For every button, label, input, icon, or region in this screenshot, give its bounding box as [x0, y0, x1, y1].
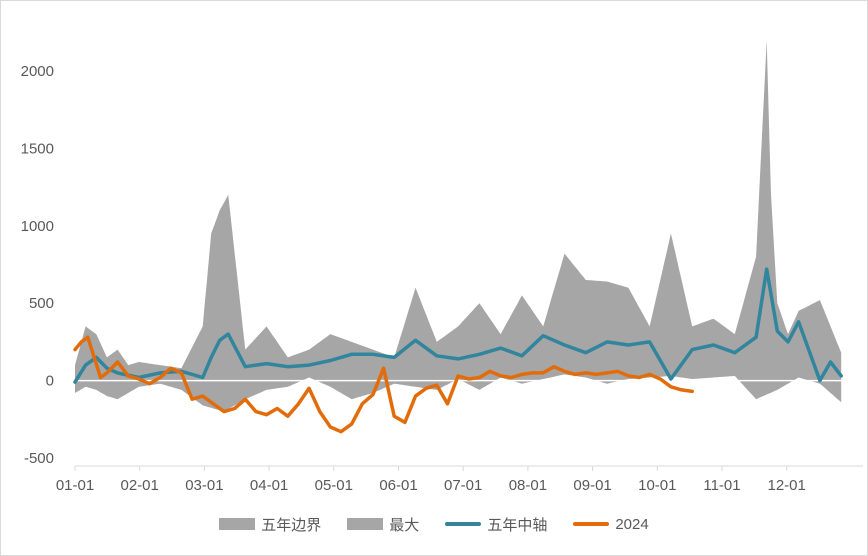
legend-label-current: 2024 [615, 515, 649, 533]
y-tick-label: 1000 [21, 218, 54, 235]
legend-swatch-band [219, 518, 256, 530]
x-tick-label: 02-01 [121, 477, 159, 494]
x-tick-label: 03-01 [185, 477, 223, 494]
area-max [75, 40, 842, 412]
y-tick-label: 0 [46, 373, 54, 390]
legend-swatch-median [445, 522, 482, 526]
line-2024 [73, 335, 694, 434]
x-tick-label: 10-01 [638, 477, 676, 494]
line-layer [73, 267, 843, 434]
x-tick-label: 11-01 [703, 477, 740, 494]
legend-item-current: 2024 [573, 515, 649, 533]
x-tick-label: 12-01 [768, 477, 806, 494]
x-tick-label: 08-01 [509, 477, 547, 494]
legend-swatch-current [573, 522, 610, 526]
y-tick-label: 1500 [21, 140, 54, 157]
y-tick-label: -500 [24, 450, 54, 467]
legend-label-max: 最大 [389, 516, 420, 534]
x-tick-label: 05-01 [315, 477, 353, 494]
x-axis-ticks: 01-01 02-01 03-01 04-01 05-01 06-01 07-01 08-01… [56, 465, 863, 494]
x-tick-label: 04-01 [250, 477, 288, 494]
legend-swatch-max [347, 518, 384, 530]
legend-label-median: 五年中轴 [487, 516, 548, 534]
x-tick-label: 01-01 [56, 477, 94, 494]
y-tick-label: 2000 [21, 63, 54, 80]
x-tick-label: 07-01 [444, 477, 482, 494]
x-tick-label: 06-01 [379, 477, 417, 494]
y-axis-ticks: -500 0 500 1000 1500 2000 [21, 63, 54, 467]
line-median [73, 267, 843, 384]
legend-item-band: 五年边界 [219, 514, 321, 535]
x-tick-label: 09-01 [573, 477, 611, 494]
area-layer [75, 40, 845, 412]
legend: 五年边界 最大 五年中轴 2024 [0, 512, 868, 536]
legend-item-max: 最大 [347, 514, 419, 535]
y-tick-label: 500 [29, 295, 54, 312]
chart-plot: -500 0 500 1000 1500 2000 01-01 02-01 03-01 04-0… [21, 40, 863, 494]
legend-label-band: 五年边界 [261, 516, 322, 534]
legend-item-median: 五年中轴 [445, 514, 547, 535]
